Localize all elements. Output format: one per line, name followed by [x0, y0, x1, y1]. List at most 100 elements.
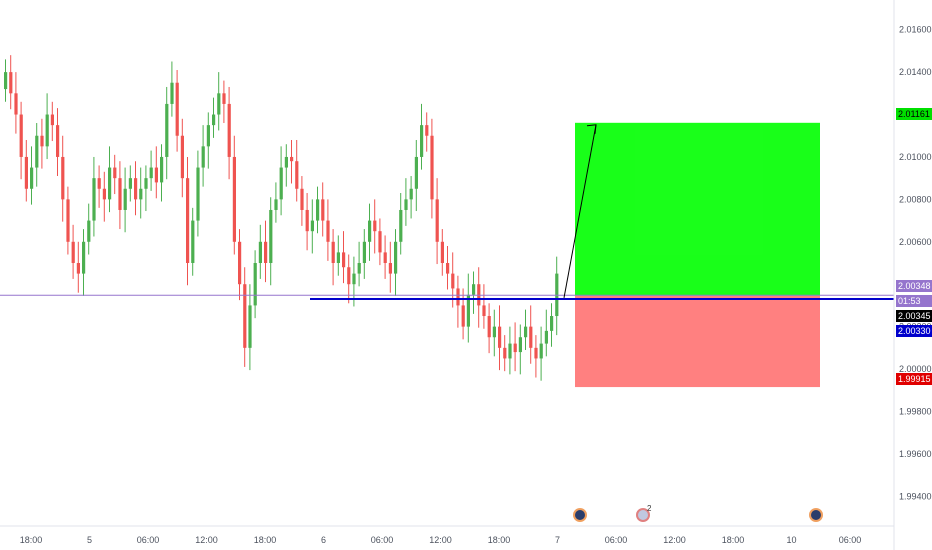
candle-body — [201, 146, 205, 168]
candle-body — [482, 305, 486, 317]
candle-body — [321, 199, 325, 221]
candle-body — [102, 188, 106, 200]
candle-body — [498, 326, 502, 348]
candle-body — [399, 209, 403, 242]
candle-body — [238, 241, 242, 285]
candle-body — [66, 199, 70, 242]
candle-body — [118, 178, 122, 210]
candle-body — [513, 343, 517, 353]
candle-body — [362, 241, 366, 263]
candle-body — [160, 156, 164, 183]
candle-body — [529, 326, 533, 348]
price-tick-label: 2.01000 — [899, 152, 932, 162]
candle-body — [92, 178, 96, 221]
candle-body — [290, 156, 294, 162]
economic-event-icon[interactable] — [809, 508, 823, 522]
time-tick-label: 18:00 — [254, 535, 277, 545]
time-tick-label: 06:00 — [839, 535, 862, 545]
candle-body — [487, 316, 491, 338]
price-axis[interactable]: 2.016002.014002.012002.010002.008002.006… — [899, 25, 932, 502]
candle-body — [524, 326, 528, 338]
candle-body — [544, 330, 548, 344]
candle-body — [446, 263, 450, 274]
candle-body — [232, 156, 236, 242]
candle-body — [440, 241, 444, 263]
price-tick-label: 2.00000 — [899, 364, 932, 374]
candle-body — [56, 125, 60, 157]
candle-body — [243, 284, 247, 348]
candle-body — [420, 125, 424, 157]
candle-body — [50, 114, 54, 126]
candle-body — [71, 241, 75, 263]
time-tick-label: 06:00 — [137, 535, 160, 545]
candle-body — [258, 241, 262, 263]
candle-body — [186, 178, 190, 263]
candle-body — [108, 167, 112, 200]
candle-body — [45, 114, 49, 147]
candle-body — [435, 199, 439, 242]
candle-body — [154, 167, 158, 183]
candle-body — [61, 156, 65, 200]
profit-zone[interactable] — [575, 122, 820, 296]
time-tick-label: 18:00 — [722, 535, 745, 545]
price-tick-label: 1.99800 — [899, 406, 932, 416]
candle-body — [409, 188, 413, 200]
economic-event-icon[interactable] — [573, 508, 587, 522]
candle-body — [383, 252, 387, 263]
candle-body — [269, 209, 273, 263]
candle-body — [82, 241, 86, 274]
candle-body — [76, 263, 80, 274]
time-axis[interactable]: 18:00 5 06:00 12:00 18:00 6 06:00 12:00 18:00 7 06… — [20, 535, 862, 545]
candle-body — [206, 125, 210, 147]
candle-body — [222, 93, 226, 104]
target-price-tag: 2.01161 — [896, 108, 932, 120]
price-tick-label: 2.00600 — [899, 237, 932, 247]
candle-body — [336, 252, 340, 263]
candle-body — [451, 273, 455, 289]
candle-body — [40, 135, 44, 147]
candle-body — [144, 178, 148, 189]
candle-body — [175, 82, 179, 136]
candle-body — [217, 93, 221, 115]
time-tick-label: 12:00 — [663, 535, 686, 545]
candle-body — [191, 220, 195, 263]
candle-body — [378, 231, 382, 253]
target-arrow-line[interactable] — [563, 124, 597, 298]
candle-body — [139, 188, 143, 200]
countdown-tag: 01:53 — [896, 295, 932, 307]
candle-body — [279, 167, 283, 200]
candle-body — [284, 156, 288, 168]
candle-body — [227, 103, 231, 157]
candle-body — [264, 241, 268, 263]
candle-body — [87, 220, 91, 242]
candle-body — [180, 135, 184, 179]
candle-body — [331, 241, 335, 263]
candle-body — [388, 263, 392, 274]
candle-body — [212, 114, 216, 126]
candle-body — [430, 135, 434, 200]
price-tick-label: 1.99400 — [899, 491, 932, 501]
candle-body — [404, 199, 408, 210]
economic-event-icon[interactable] — [636, 508, 650, 522]
arrowhead-icon — [586, 124, 597, 134]
time-tick-label: 18:00 — [20, 535, 43, 545]
time-tick-label: 5 — [87, 535, 92, 545]
candle-body — [35, 135, 39, 168]
candle-body — [196, 167, 200, 221]
candle-body — [300, 188, 304, 210]
loss-zone[interactable] — [575, 295, 820, 388]
time-tick-label: 12:00 — [195, 535, 218, 545]
candle-body — [165, 103, 169, 157]
candle-body — [373, 220, 377, 232]
candle-body — [508, 343, 512, 359]
candle-body — [326, 220, 330, 242]
stop-price-tag: 1.99915 — [896, 373, 932, 385]
candle-body — [295, 161, 299, 189]
time-tick-label: 7 — [555, 535, 560, 545]
candle-body — [492, 326, 496, 338]
candle-body — [97, 178, 101, 189]
candle-body — [472, 284, 476, 295]
candle-body — [414, 156, 418, 189]
time-tick-label: 10 — [786, 535, 796, 545]
